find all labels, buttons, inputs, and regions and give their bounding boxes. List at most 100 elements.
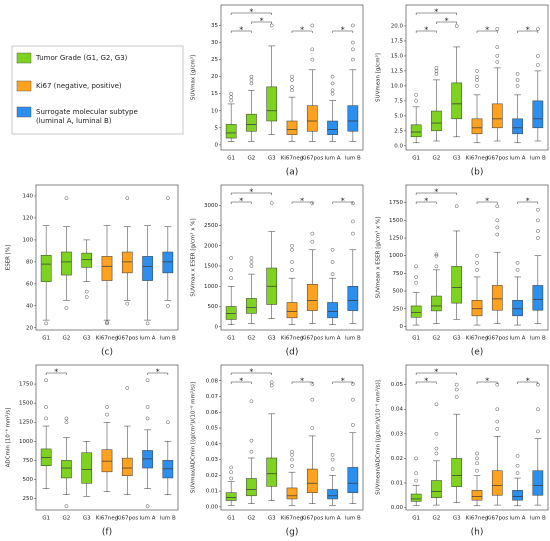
legend-label: Ki67 (negative, positive): [36, 82, 122, 90]
box: [532, 470, 544, 496]
outlier: [166, 420, 170, 425]
outlier: [515, 84, 520, 88]
y-axis-label: SUVmax [g/cm³]: [190, 55, 197, 100]
significance-label: *: [341, 377, 345, 386]
y-tick-label: 0.01: [391, 480, 403, 486]
x-tick-label: lum A: [325, 156, 341, 162]
significance-label: *: [341, 26, 345, 35]
x-tick-label: lum A: [510, 156, 526, 162]
y-tick-label: 0.01: [206, 489, 218, 495]
significance-label: *: [239, 377, 243, 386]
x-tick-label: lum B: [345, 156, 361, 162]
outlier: [145, 504, 150, 509]
x-tick-label: G1: [227, 336, 235, 342]
outlier: [536, 207, 540, 212]
significance-bracket: [332, 30, 354, 33]
panel-label: (f): [102, 528, 112, 538]
outlier: [475, 461, 479, 466]
y-tick-label: 140: [23, 193, 34, 199]
significance-label: *: [485, 197, 489, 206]
y-tick-label: 1000: [389, 253, 403, 259]
significance-bracket: [436, 21, 457, 24]
box: [40, 255, 52, 282]
outlier: [310, 201, 315, 206]
y-tick-label: 2000: [204, 243, 218, 249]
outlier: [44, 405, 48, 409]
significance-label: *: [434, 188, 438, 197]
x-tick-label: Ki67neg: [96, 516, 119, 522]
y-tick-label: 15: [211, 91, 218, 97]
significance-label: *: [239, 26, 243, 35]
outlier: [475, 260, 479, 265]
box: [225, 492, 237, 501]
y-tick-label: 0.06: [206, 410, 219, 416]
box: [327, 489, 338, 500]
box: [471, 300, 483, 317]
outlier: [145, 378, 150, 383]
outlier: [330, 452, 335, 457]
outlier: [105, 321, 109, 326]
x-tick-label: Ki67pos: [301, 336, 323, 342]
x-tick-label: G1: [42, 516, 50, 522]
outlier: [145, 416, 150, 421]
x-tick-label: G3: [268, 516, 276, 522]
box: [451, 82, 463, 120]
y-tick-label: 1000: [19, 439, 33, 445]
outlier: [495, 45, 500, 49]
outlier: [290, 74, 294, 79]
legend-label: Surrogate molecular subtype: [36, 108, 138, 116]
outlier: [515, 268, 520, 272]
x-tick-label: G3: [453, 156, 461, 162]
significance-label: *: [424, 26, 428, 35]
outlier: [515, 454, 520, 458]
y-tick-label: 2.5: [394, 128, 403, 134]
y-tick-label: 0.05: [391, 382, 404, 388]
y-tick-label: 12.5: [391, 68, 404, 74]
box: [306, 468, 318, 493]
significance-bracket: [291, 381, 313, 384]
x-tick-label: Ki67neg: [281, 516, 304, 522]
box: [410, 305, 422, 318]
outlier: [434, 264, 439, 269]
y-tick-label: 1500: [204, 264, 218, 270]
box: [491, 103, 503, 129]
box: [266, 457, 278, 487]
significance-label: *: [239, 197, 243, 206]
y-tick-label: 0: [215, 142, 219, 148]
box: [246, 478, 257, 497]
legend-frame: [11, 45, 184, 135]
panel-label: (g): [286, 528, 299, 538]
outlier: [351, 40, 355, 45]
significance-label: *: [526, 197, 530, 206]
y-tick-label: 7.5: [394, 98, 403, 104]
y-axis-label: SUVmax x ESER [g/cm³ x %]: [190, 218, 197, 296]
y-tick-label: 0.0: [394, 143, 403, 149]
outlier: [269, 201, 274, 206]
panel-label: (d): [286, 348, 299, 358]
outlier: [44, 416, 48, 421]
outlier: [330, 467, 335, 471]
outlier: [249, 260, 254, 264]
box: [431, 480, 442, 498]
box: [471, 490, 483, 501]
y-tick-label: 0.00: [206, 504, 219, 510]
x-tick-label: lum A: [510, 516, 526, 522]
box: [142, 256, 153, 281]
outlier: [310, 23, 315, 28]
outlier: [495, 54, 500, 58]
outlier: [515, 471, 520, 475]
box: [225, 124, 237, 139]
box: [532, 100, 544, 129]
outlier: [536, 236, 540, 240]
x-tick-label: Ki67pos: [301, 516, 323, 522]
outlier: [434, 402, 439, 407]
x-tick-label: G3: [268, 156, 276, 162]
significance-label: *: [424, 377, 428, 386]
outlier: [330, 272, 335, 276]
significance-bracket: [291, 30, 313, 33]
y-axis-label: SUVmean [g/cm³]: [375, 53, 382, 102]
box: [101, 449, 113, 473]
box: [431, 110, 442, 132]
outlier: [351, 231, 355, 236]
